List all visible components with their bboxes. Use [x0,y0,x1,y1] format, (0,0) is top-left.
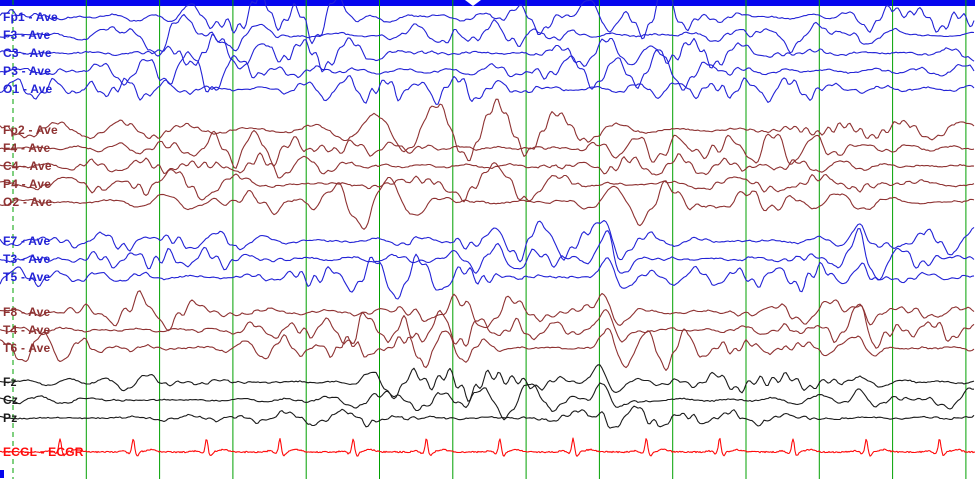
trace-fp2 [0,98,975,162]
channel-label-c3[interactable]: C3 - Ave [3,46,52,60]
trace-pz [0,405,975,429]
trace-o2 [0,176,975,230]
timeline-bar[interactable] [0,0,975,6]
channel-label-t5[interactable]: T5 - Ave [3,270,51,284]
channel-label-fp1[interactable]: Fp1 - Ave [3,10,58,24]
channel-label-t4[interactable]: T4 - Ave [3,323,51,337]
trace-t4 [0,303,975,349]
channel-label-o1[interactable]: O1 - Ave [3,82,53,96]
channel-label-cz[interactable]: Cz [3,393,19,407]
bottom-left-marker [0,470,4,478]
channel-label-p4[interactable]: P4 - Ave [3,177,52,191]
channel-label-t3[interactable]: T3 - Ave [3,252,51,266]
trace-c3 [0,33,975,73]
channel-label-t6[interactable]: T6 - Ave [3,341,51,355]
trace-t6 [0,327,975,371]
channel-label-fp2[interactable]: Fp2 - Ave [3,123,58,137]
channel-label-o2[interactable]: O2 - Ave [3,195,53,209]
channel-label-f3[interactable]: F3 - Ave [3,28,51,42]
trace-f3 [0,13,975,57]
trace-fz [0,364,975,402]
trace-ecg [0,437,975,457]
trace-f4 [0,129,975,169]
timeline-position-marker[interactable] [465,0,481,6]
trace-t3 [0,228,975,281]
channel-label-fz[interactable]: Fz [3,375,17,389]
trace-c4 [0,152,975,179]
channel-label-f4[interactable]: F4 - Ave [3,141,51,155]
trace-p3 [0,49,975,93]
trace-f8 [0,290,975,332]
channel-label-pz[interactable]: Pz [3,411,18,425]
trace-p4 [0,162,975,203]
trace-f7 [0,219,975,263]
channel-label-f8[interactable]: F8 - Ave [3,305,51,319]
trace-t5 [0,253,975,300]
channel-label-c4[interactable]: C4 - Ave [3,159,52,173]
trace-cz [0,382,974,421]
trace-o1 [0,75,975,105]
channel-label-f7[interactable]: F7 - Ave [3,234,51,248]
channel-label-p3[interactable]: P3 - Ave [3,64,52,78]
channel-label-ecg[interactable]: ECGL - ECGR [3,445,84,459]
trace-fp1 [0,0,975,45]
